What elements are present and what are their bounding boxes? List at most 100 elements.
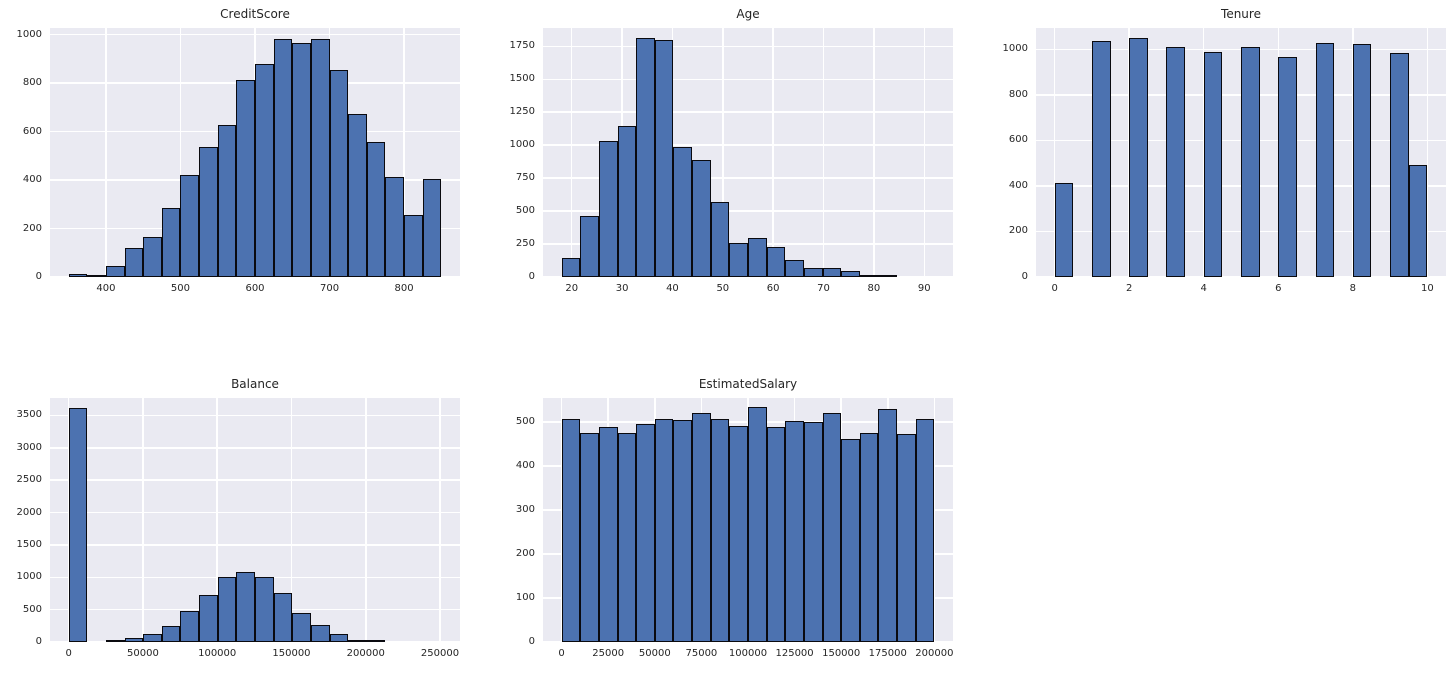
y-tick-label: 0 xyxy=(528,271,535,282)
histogram-bar xyxy=(1390,53,1409,277)
x-tick-label: 6 xyxy=(1275,283,1282,294)
y-tick-label: 3500 xyxy=(16,409,42,421)
histogram-bar xyxy=(329,70,349,277)
histogram-bar xyxy=(1129,38,1148,277)
chart-title-estimatedsalary: EstimatedSalary xyxy=(698,377,798,391)
gridline xyxy=(1426,28,1429,277)
gridline xyxy=(560,398,563,642)
histogram-bar xyxy=(180,175,200,277)
gridline xyxy=(50,641,460,643)
histogram-bar xyxy=(1352,44,1372,277)
y-tick-label: 800 xyxy=(1008,88,1028,100)
x-tick-label: 400 xyxy=(96,283,116,294)
gridline xyxy=(50,447,460,449)
histogram-bar xyxy=(143,634,162,642)
histogram-bar xyxy=(636,38,655,277)
histogram-bar xyxy=(161,208,181,277)
histogram-bar xyxy=(710,202,730,277)
histogram-bar xyxy=(236,80,255,277)
histogram-bar xyxy=(68,408,88,642)
x-tick-label: 70 xyxy=(817,283,830,294)
histogram-bar xyxy=(1166,47,1186,277)
tenure-plot-area xyxy=(1036,28,1446,278)
histogram-bar xyxy=(580,216,599,277)
histogram-bar xyxy=(785,260,804,277)
histogram-bar xyxy=(310,625,330,642)
histogram-bar xyxy=(1408,165,1428,277)
y-tick-label: 400 xyxy=(515,460,535,472)
gridline xyxy=(654,398,656,642)
histogram-bar xyxy=(915,419,935,642)
creditscore-plot-area xyxy=(50,28,460,278)
histogram-bar xyxy=(255,577,274,642)
y-tick-label: 1000 xyxy=(509,139,535,151)
histogram-bar xyxy=(292,613,311,642)
histogram-bar xyxy=(878,409,898,642)
histogram-bar xyxy=(561,258,581,277)
histogram-bar xyxy=(561,419,581,642)
y-tick-label: 300 xyxy=(515,504,535,516)
y-tick-label: 100 xyxy=(515,592,535,604)
gridline xyxy=(923,28,926,277)
gridline xyxy=(722,28,724,277)
gridline xyxy=(543,276,953,278)
gridline xyxy=(50,276,460,278)
x-tick-label: 50 xyxy=(716,283,730,294)
histogram-bar xyxy=(292,43,311,277)
gridline xyxy=(822,28,825,277)
gridline xyxy=(543,177,953,179)
x-tick-label: 20 xyxy=(565,283,579,294)
x-tick-label: 700 xyxy=(320,283,340,294)
y-tick-label: 800 xyxy=(22,77,42,89)
y-tick-label: 1500 xyxy=(16,538,42,550)
y-tick-label: 600 xyxy=(1008,134,1028,146)
gridline xyxy=(50,511,460,514)
gridline xyxy=(543,78,953,81)
histogram-bar xyxy=(1241,47,1260,277)
histogram-bar xyxy=(273,39,293,277)
x-tick-label: 200000 xyxy=(915,648,954,659)
histogram-bar xyxy=(748,238,767,277)
histogram-bar xyxy=(1054,183,1074,277)
histogram-bar xyxy=(199,147,218,277)
histogram-bar xyxy=(217,577,237,642)
gridline xyxy=(1053,28,1056,277)
x-tick-label: 50000 xyxy=(127,648,159,659)
gridline xyxy=(1036,276,1446,278)
gridline xyxy=(570,28,573,277)
x-tick-label: 4 xyxy=(1200,283,1207,294)
x-tick-label: 200000 xyxy=(346,648,385,659)
histogram-bar xyxy=(1278,57,1297,277)
gridline xyxy=(543,144,953,146)
gridline xyxy=(543,111,953,113)
x-tick-label: 30 xyxy=(615,283,629,294)
x-tick-label: 150000 xyxy=(272,648,311,659)
histogram-bar xyxy=(636,424,655,642)
histogram-bar xyxy=(729,243,748,277)
histogram-bar xyxy=(404,215,423,277)
histogram-bar xyxy=(87,275,106,277)
histogram-bar xyxy=(841,439,860,642)
gridline xyxy=(216,398,218,642)
y-tick-label: 0 xyxy=(1021,271,1028,282)
y-tick-label: 0 xyxy=(35,271,42,282)
y-tick-label: 1500 xyxy=(509,73,535,85)
chart-title-age: Age xyxy=(736,7,760,21)
x-tick-label: 150000 xyxy=(822,648,861,659)
y-tick-label: 2000 xyxy=(16,506,42,518)
x-tick-label: 250000 xyxy=(420,648,460,659)
x-tick-label: 100000 xyxy=(198,648,237,659)
x-tick-label: 90 xyxy=(917,283,931,294)
x-tick-label: 500 xyxy=(170,283,190,294)
y-tick-label: 0 xyxy=(528,636,535,647)
y-tick-label: 0 xyxy=(35,636,42,647)
histogram-bar xyxy=(161,626,181,642)
histogram-bar xyxy=(748,407,767,642)
histogram-bar xyxy=(822,268,842,277)
gridline xyxy=(142,398,144,642)
balance-plot-area xyxy=(50,398,460,643)
x-tick-label: 0 xyxy=(1051,283,1058,294)
chart-title-balance: Balance xyxy=(231,377,279,391)
histogram-bar xyxy=(859,433,879,642)
histogram-bar xyxy=(803,268,823,277)
